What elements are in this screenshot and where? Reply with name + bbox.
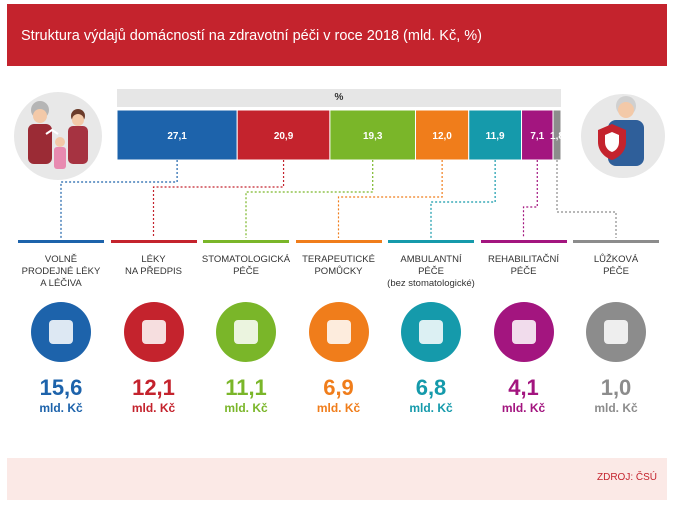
header-banner: Struktura výdajů domácností na zdravotní… <box>7 4 667 66</box>
category-icon <box>308 302 369 362</box>
connector-line-5 <box>522 160 538 238</box>
category-icon <box>401 302 461 362</box>
source-label: ZDROJ: ČSÚ <box>597 472 657 483</box>
category-icon <box>31 302 91 362</box>
category-card: LŮŽKOVÁ PÉČE 1,0 mld. Kč <box>571 240 661 416</box>
category-color-line <box>203 240 289 243</box>
category-value: 6,8 <box>415 375 447 400</box>
category-label: REHABILITAČNÍ PÉČE <box>487 254 560 277</box>
category-unit: mld. Kč <box>501 401 546 415</box>
bar-segment-1 <box>236 109 331 161</box>
bar-segment-3 <box>415 109 470 161</box>
category-card: LÉKY NA PŘEDPIS 12,1 mld. Kč <box>109 240 199 416</box>
bar-label-1: 20,9 <box>274 131 294 142</box>
category-color-line <box>388 240 474 243</box>
bar-label-6: 1,8 <box>550 131 564 142</box>
footer: ZDROJ: ČSÚ <box>7 458 667 500</box>
category-label: AMBULANTNÍ PÉČE (bez stomatologické) <box>387 254 475 289</box>
category-color-line <box>18 240 104 243</box>
category-unit: mld. Kč <box>39 401 83 415</box>
connector-line-1 <box>152 160 285 238</box>
category-card: TERAPEUTICKÉ POMŮCKY 6,9 mld. Kč <box>294 240 384 416</box>
category-value: 11,1 <box>225 375 267 400</box>
category-icon <box>493 302 554 362</box>
category-color-line <box>480 240 567 243</box>
category-value: 15,6 <box>39 375 83 400</box>
category-card: STOMATOLOGICKÁ PÉČE 11,1 mld. Kč <box>201 240 291 416</box>
category-card: REHABILITAČNÍ PÉČE 4,1 mld. Kč <box>479 240 569 416</box>
category-unit: mld. Kč <box>224 401 268 415</box>
category-unit: mld. Kč <box>131 401 176 415</box>
category-icon <box>586 302 646 362</box>
category-unit: mld. Kč <box>316 401 361 415</box>
bar-label-3: 12,0 <box>432 131 452 142</box>
category-card: VOLNĚ PRODEJNÉ LÉKY A LÉČIVA 15,6 mld. Kč <box>16 240 106 416</box>
chart-title: Struktura výdajů domácností na zdravotní… <box>21 28 482 44</box>
category-label: LÉKY NA PŘEDPIS <box>124 254 183 277</box>
bar-label-5: 7,1 <box>530 131 544 142</box>
category-label: VOLNĚ PRODEJNÉ LÉKY A LÉČIVA <box>21 254 101 289</box>
category-value: 1,0 <box>600 375 632 400</box>
category-unit: mld. Kč <box>594 401 638 415</box>
connector-line-3 <box>337 160 443 238</box>
category-value: 12,1 <box>132 375 175 400</box>
bar-label-4: 11,9 <box>486 131 505 142</box>
category-color-line <box>573 240 659 243</box>
connector-line-6 <box>556 160 617 238</box>
bar-segment-2 <box>329 109 417 161</box>
family-illustration <box>14 92 102 180</box>
category-icon <box>216 302 276 362</box>
category-icon <box>123 302 184 362</box>
category-unit: mld. Kč <box>409 401 453 415</box>
category-color-line <box>295 240 382 243</box>
category-value: 6,9 <box>323 375 354 400</box>
category-card: AMBULANTNÍ PÉČE (bez stomatologické) 6,8 m… <box>386 240 476 416</box>
connector-line-4 <box>430 160 496 238</box>
bar-label-0: 27,1 <box>167 131 187 142</box>
category-label: TERAPEUTICKÉ POMŮCKY <box>302 254 375 277</box>
doctor-illustration <box>581 94 665 178</box>
bar-label-2: 19,3 <box>363 131 383 142</box>
category-value: 4,1 <box>508 375 539 400</box>
bar-segment-4 <box>468 109 523 161</box>
category-label: STOMATOLOGICKÁ PÉČE <box>201 254 291 277</box>
connector-line-0 <box>60 160 178 238</box>
connector-line-2 <box>245 160 374 238</box>
category-label: LŮŽKOVÁ PÉČE <box>593 254 639 277</box>
percent-axis-label: % <box>117 89 561 107</box>
category-color-line <box>110 240 197 243</box>
